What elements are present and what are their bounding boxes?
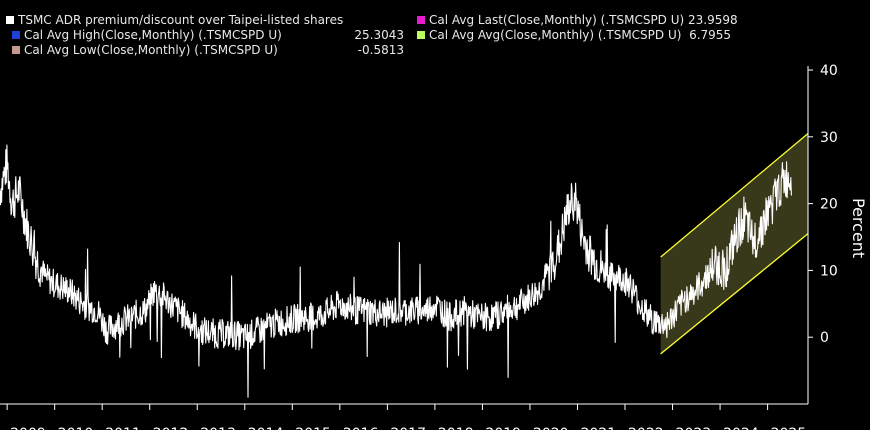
legend-swatch-green [417,31,425,39]
x-tick-label: 2025 [771,426,807,430]
x-tick-label: 2021 [580,426,616,430]
legend-value-last: 23.9598 [688,13,738,27]
x-tick-label: 2022 [628,426,664,430]
legend-label: Cal Avg High(Close,Monthly) (.TSMCSPD U) [24,28,282,42]
legend-swatch-blue [12,31,20,39]
x-tick-label: 2012 [153,426,189,430]
legend-item-high: Cal Avg High(Close,Monthly) (.TSMCSPD U) [12,28,282,42]
legend-value-high: 25.3043 [354,28,404,42]
legend-swatch-tan [12,46,20,54]
legend-label: TSMC ADR premium/discount over Taipei-li… [18,13,344,27]
x-tick-label: 2020 [533,426,569,430]
channel-upper-line [660,132,809,258]
legend-value-low: -0.5813 [357,43,404,57]
x-tick-label: 2024 [723,426,759,430]
legend-value-avg: 6.7955 [689,28,732,42]
x-tick-label: 2018 [438,426,474,430]
legend-swatch-white [6,16,14,24]
y-tick-label: 10 [820,263,838,279]
series-line-premium [0,144,792,398]
channel-lower-line [660,233,809,355]
legend-item-avg: Cal Avg Avg(Close,Monthly) (.TSMCSPD U) … [417,28,731,42]
legend-item-premium: TSMC ADR premium/discount over Taipei-li… [6,13,343,27]
y-tick-label: 0 [820,330,829,346]
x-tick-label: 2013 [200,426,236,430]
legend-label: Cal Avg Last(Close,Monthly) (.TSMCSPD U) [429,13,685,27]
x-tick-label: 2009 [10,426,46,430]
y-tick-label: 40 [820,63,838,79]
legend: TSMC ADR premium/discount over Taipei-li… [0,0,870,62]
x-tick-label: 2019 [485,426,521,430]
x-tick-label: 2011 [105,426,141,430]
x-tick-label: 2016 [343,426,379,430]
legend-label: Cal Avg Low(Close,Monthly) (.TSMCSPD U) [24,43,278,57]
y-axis-title: Percent [849,198,868,259]
y-tick-label: 20 [820,197,838,213]
x-tick-label: 2014 [248,426,284,430]
legend-swatch-magenta [417,16,425,24]
y-tick-label: 30 [820,130,838,146]
x-tick-label: 2017 [390,426,426,430]
legend-label: Cal Avg Avg(Close,Monthly) (.TSMCSPD U) [429,28,682,42]
legend-item-last: Cal Avg Last(Close,Monthly) (.TSMCSPD U)… [417,13,738,27]
legend-item-low: Cal Avg Low(Close,Monthly) (.TSMCSPD U) [12,43,278,57]
x-tick-label: 2010 [58,426,94,430]
x-tick-label: 2023 [676,426,712,430]
x-tick-label: 2015 [295,426,331,430]
